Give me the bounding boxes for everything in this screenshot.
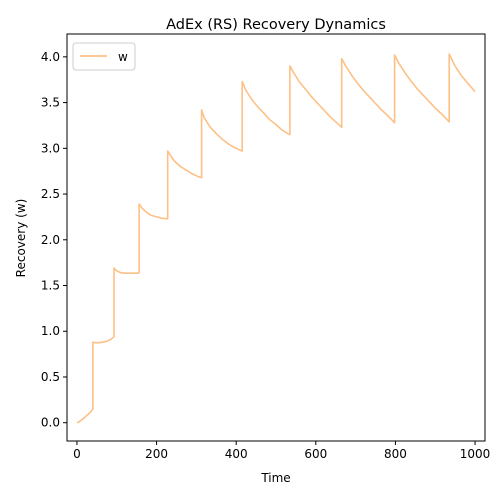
y-tick-label: 1.5 bbox=[41, 279, 60, 293]
y-axis-label: Recovery (w) bbox=[14, 199, 28, 278]
y-tick-label: 0.5 bbox=[41, 370, 60, 384]
x-tick-label: 200 bbox=[145, 447, 168, 461]
plot-frame bbox=[66, 33, 486, 442]
y-tick-label: 2.0 bbox=[41, 233, 60, 247]
y-tick-label: 0.0 bbox=[41, 416, 60, 430]
x-tick-label: 600 bbox=[304, 447, 327, 461]
x-tick-label: 1000 bbox=[460, 447, 491, 461]
x-axis: 0 200 400 600 800 1000 bbox=[73, 441, 490, 461]
series-line-w bbox=[76, 53, 476, 424]
x-tick-label: 800 bbox=[384, 447, 407, 461]
y-tick-label: 3.5 bbox=[41, 96, 60, 110]
plot-area bbox=[66, 33, 486, 442]
y-tick-label: 4.0 bbox=[41, 50, 60, 64]
y-tick-label: 2.5 bbox=[41, 187, 60, 201]
y-axis: 0.0 0.5 1.0 1.5 2.0 2.5 3.0 3.5 4.0 bbox=[41, 50, 67, 430]
series-layer bbox=[76, 53, 476, 424]
x-tick-label: 0 bbox=[73, 447, 81, 461]
legend: w bbox=[72, 42, 136, 71]
y-tick-label: 3.0 bbox=[41, 141, 60, 155]
legend-label-w: w bbox=[118, 50, 128, 64]
x-tick-label: 400 bbox=[225, 447, 248, 461]
chart-title: AdEx (RS) Recovery Dynamics bbox=[166, 17, 386, 33]
y-tick-label: 1.0 bbox=[41, 324, 60, 338]
x-axis-label: Time bbox=[260, 471, 290, 485]
